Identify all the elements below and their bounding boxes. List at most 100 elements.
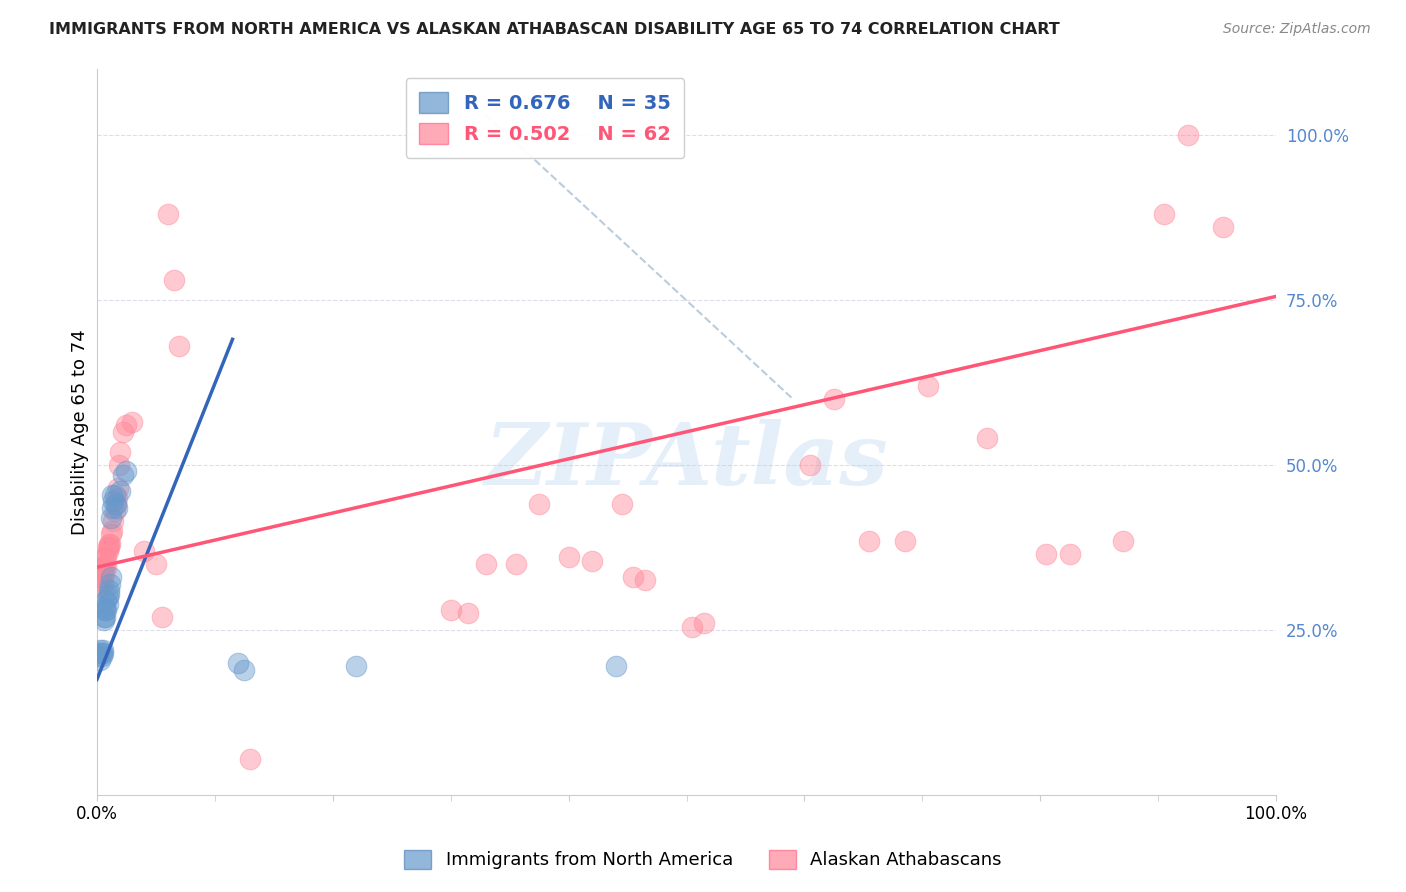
Point — [1059, 547, 1081, 561]
Point — [1153, 207, 1175, 221]
Point — [94, 599, 117, 614]
Point — [94, 550, 117, 565]
Point — [457, 607, 479, 621]
Y-axis label: Disability Age 65 to 74: Disability Age 65 to 74 — [72, 329, 89, 534]
Point — [104, 498, 127, 512]
Point — [89, 574, 111, 588]
Point — [96, 550, 118, 565]
Point — [96, 560, 118, 574]
Point — [799, 458, 821, 472]
Legend: Immigrants from North America, Alaskan Athabascans: Immigrants from North America, Alaskan A… — [395, 841, 1011, 879]
Point — [103, 514, 125, 528]
Point — [94, 603, 117, 617]
Point — [634, 574, 657, 588]
Point — [107, 481, 129, 495]
Point — [1177, 128, 1199, 142]
Point — [91, 576, 114, 591]
Point — [132, 543, 155, 558]
Point — [105, 491, 128, 505]
Point — [823, 392, 845, 406]
Point — [1035, 547, 1057, 561]
Point — [89, 580, 111, 594]
Point — [96, 597, 118, 611]
Point — [94, 557, 117, 571]
Point — [681, 620, 703, 634]
Point — [858, 533, 880, 548]
Point — [893, 533, 915, 548]
Point — [623, 570, 645, 584]
Point — [96, 593, 118, 607]
Point — [93, 613, 115, 627]
Point — [104, 498, 127, 512]
Point — [104, 504, 127, 518]
Point — [162, 273, 184, 287]
Text: IMMIGRANTS FROM NORTH AMERICA VS ALASKAN ATHABASCAN DISABILITY AGE 65 TO 74 CORR: IMMIGRANTS FROM NORTH AMERICA VS ALASKAN… — [49, 22, 1060, 37]
Point — [610, 498, 633, 512]
Point — [557, 550, 579, 565]
Point — [90, 649, 112, 664]
Point — [150, 609, 173, 624]
Point — [90, 566, 112, 581]
Point — [91, 646, 114, 660]
Point — [110, 444, 132, 458]
Point — [228, 656, 250, 670]
Point — [96, 541, 118, 555]
Point — [693, 616, 716, 631]
Point — [90, 646, 112, 660]
Point — [581, 553, 603, 567]
Point — [93, 560, 115, 574]
Point — [96, 603, 118, 617]
Point — [105, 500, 128, 515]
Legend: R = 0.676    N = 35, R = 0.502    N = 62: R = 0.676 N = 35, R = 0.502 N = 62 — [405, 78, 685, 158]
Point — [93, 566, 115, 581]
Point — [115, 418, 138, 433]
Point — [1212, 220, 1234, 235]
Point — [103, 494, 125, 508]
Point — [169, 339, 191, 353]
Point — [89, 653, 111, 667]
Point — [97, 537, 120, 551]
Point — [976, 431, 998, 445]
Point — [97, 583, 120, 598]
Point — [97, 541, 120, 555]
Point — [505, 557, 527, 571]
Point — [89, 646, 111, 660]
Point — [87, 649, 110, 664]
Point — [101, 487, 124, 501]
Point — [101, 524, 124, 538]
Point — [100, 510, 122, 524]
Point — [110, 484, 132, 499]
Point — [344, 659, 367, 673]
Text: Source: ZipAtlas.com: Source: ZipAtlas.com — [1223, 22, 1371, 37]
Point — [104, 487, 127, 501]
Point — [96, 543, 118, 558]
Point — [98, 576, 121, 591]
Point — [156, 207, 179, 221]
Point — [108, 458, 131, 472]
Point — [121, 415, 143, 429]
Point — [239, 752, 262, 766]
Point — [115, 464, 138, 478]
Point — [145, 557, 167, 571]
Text: ZIPAtlas: ZIPAtlas — [485, 419, 889, 502]
Point — [94, 609, 117, 624]
Point — [97, 586, 120, 600]
Point — [96, 590, 118, 604]
Point — [101, 500, 124, 515]
Point — [100, 527, 122, 541]
Point — [89, 564, 111, 578]
Point — [605, 659, 627, 673]
Point — [440, 603, 463, 617]
Point — [527, 498, 550, 512]
Point — [100, 570, 122, 584]
Point — [91, 642, 114, 657]
Point — [90, 560, 112, 574]
Point — [917, 378, 939, 392]
Point — [91, 570, 114, 584]
Point — [475, 557, 498, 571]
Point — [111, 425, 134, 439]
Point — [87, 570, 110, 584]
Point — [1112, 533, 1135, 548]
Point — [98, 537, 121, 551]
Point — [111, 467, 134, 482]
